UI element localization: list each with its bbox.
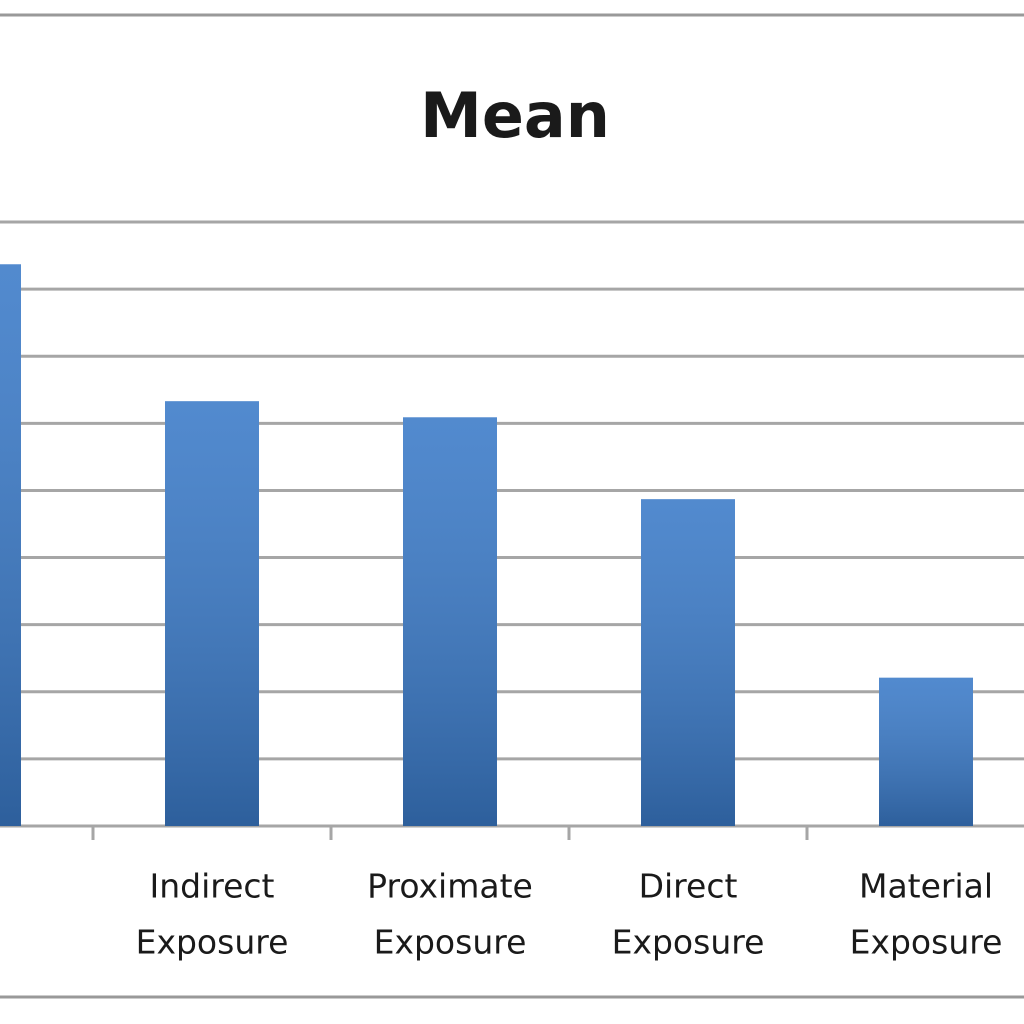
x-tick-label: Exposure: [136, 923, 289, 962]
bar-shade: [0, 264, 21, 826]
bar-shade: [403, 417, 497, 826]
x-tick-label: ure: [0, 923, 1, 962]
chart-title: Mean: [420, 79, 610, 152]
bar-shade: [641, 499, 735, 826]
x-tick-label: Direct: [639, 867, 738, 906]
x-tick-label: Exposure: [374, 923, 527, 962]
x-tick-label: Exposure: [612, 923, 765, 962]
bar-shade: [165, 401, 259, 826]
x-tick-label: Proximate: [367, 867, 533, 906]
x-tick-label: Material: [859, 867, 993, 906]
x-tick-label: Exposure: [850, 923, 1003, 962]
x-tick-label: Indirect: [150, 867, 275, 906]
bar-shade: [879, 677, 973, 826]
